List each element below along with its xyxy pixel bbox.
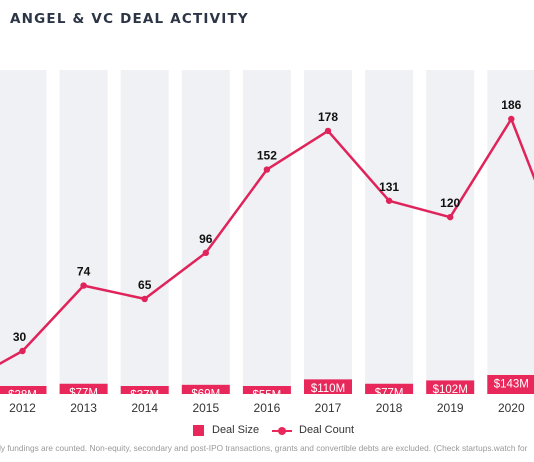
column-background-2019 — [426, 70, 475, 394]
deal-count-label-2015: 96 — [199, 232, 213, 246]
deal-size-label-2019: $102M — [433, 384, 468, 396]
deal-count-point-2018 — [385, 197, 393, 204]
deal-count-labels: 30 74 65 96 152 178 131 120 186 — [13, 98, 522, 344]
legend-item-deal-count[interactable]: Deal Count — [272, 424, 354, 436]
column-background-2012 — [0, 70, 47, 394]
deal-count-label-2014: 65 — [138, 278, 152, 292]
x-axis-label-2018: 2018 — [376, 401, 403, 415]
x-axis-label-2012: 2012 — [9, 401, 36, 415]
footnote: Only fundings are counted. Non-equity, s… — [0, 443, 528, 453]
column-background-2016 — [242, 70, 291, 394]
x-axis-label-2017: 2017 — [315, 401, 342, 415]
deal-size-label-2012: $28M — [8, 390, 37, 402]
x-axis-label-2019: 2019 — [437, 401, 464, 415]
deal-count-point-2020 — [508, 115, 515, 123]
column-background-2018 — [365, 70, 414, 394]
deal-size-bar-2014 — [120, 386, 169, 394]
chart-header: ANGEL & VC DEAL ACTIVITY — [0, 0, 534, 39]
deal-count-label-2019: 120 — [440, 196, 460, 210]
deal-size-label-2014: $37M — [130, 390, 159, 402]
deal-count-point-2013 — [80, 282, 87, 289]
x-axis-labels: 2012 2013 2014 2015 2016 2017 2018 2019 2020 — [9, 401, 525, 415]
deal-size-bar-2013 — [59, 383, 108, 394]
deal-size-bar-2019 — [426, 380, 475, 394]
deal-size-bar-2016 — [242, 386, 291, 394]
deal-count-points — [19, 115, 515, 355]
column-background-2014 — [120, 70, 169, 394]
deal-count-point-2019 — [447, 213, 454, 221]
deal-count-label-2020: 186 — [501, 98, 521, 112]
deal-count-point-2017 — [324, 127, 332, 135]
deal-count-label-2012: 30 — [13, 330, 27, 344]
deal-size-bar-2020 — [487, 374, 534, 394]
column-background-2017 — [304, 70, 352, 394]
deal-size-label-2013: $77M — [69, 387, 98, 399]
chart-legend: Deal Size Deal Count — [0, 424, 534, 438]
deal-count-point-2016 — [263, 166, 271, 173]
legend-swatch-deal-count — [272, 425, 292, 436]
column-background-2020 — [487, 70, 534, 394]
legend-item-deal-size[interactable]: Deal Size — [193, 424, 259, 436]
deal-count-point-2015 — [202, 249, 209, 257]
deal-size-bar-2012 — [0, 386, 47, 394]
deal-count-label-2018: 131 — [379, 180, 399, 194]
deal-size-bars — [0, 374, 534, 394]
deal-size-bar-2015 — [181, 384, 230, 394]
legend-label-deal-count: Deal Count — [299, 424, 355, 436]
deal-count-point-2012 — [19, 347, 26, 355]
x-axis-label-2020: 2020 — [498, 401, 525, 415]
deal-size-label-2020: $143M — [494, 378, 529, 390]
deal-count-label-2016: 152 — [257, 149, 277, 163]
deal-count-label-2013: 74 — [77, 265, 91, 279]
deal-size-label-2018: $77M — [375, 387, 404, 399]
deal-size-bar-2018 — [365, 383, 414, 394]
x-axis-label-2014: 2014 — [131, 401, 158, 415]
chart-title: ANGEL & VC DEAL ACTIVITY — [10, 11, 249, 27]
legend-label-deal-size: Deal Size — [212, 424, 260, 436]
deal-size-label-2016: $55M — [253, 390, 282, 402]
deal-size-label-2017: $110M — [311, 383, 345, 395]
x-axis-label-2016: 2016 — [254, 401, 281, 415]
x-axis-label-2015: 2015 — [192, 401, 219, 415]
deal-size-label-2015: $69M — [191, 388, 220, 400]
combo-chart: $28M $77M $37M $69M $55M $110M $77M $102M $143M 3… — [0, 70, 534, 415]
x-axis-label-2013: 2013 — [70, 401, 97, 415]
background-columns — [0, 70, 534, 394]
deal-count-point-2014 — [141, 295, 148, 303]
deal-size-labels: $28M $77M $37M $69M $55M $110M $77M $102M $143M — [8, 378, 529, 401]
column-background-2013 — [59, 70, 108, 394]
legend-swatch-deal-size — [193, 424, 204, 436]
deal-count-label-2017: 178 — [318, 110, 338, 124]
deal-size-bar-2017 — [304, 379, 352, 394]
chart-area: $28M $77M $37M $69M $55M $110M $77M $102M $143M 3… — [0, 38, 534, 420]
